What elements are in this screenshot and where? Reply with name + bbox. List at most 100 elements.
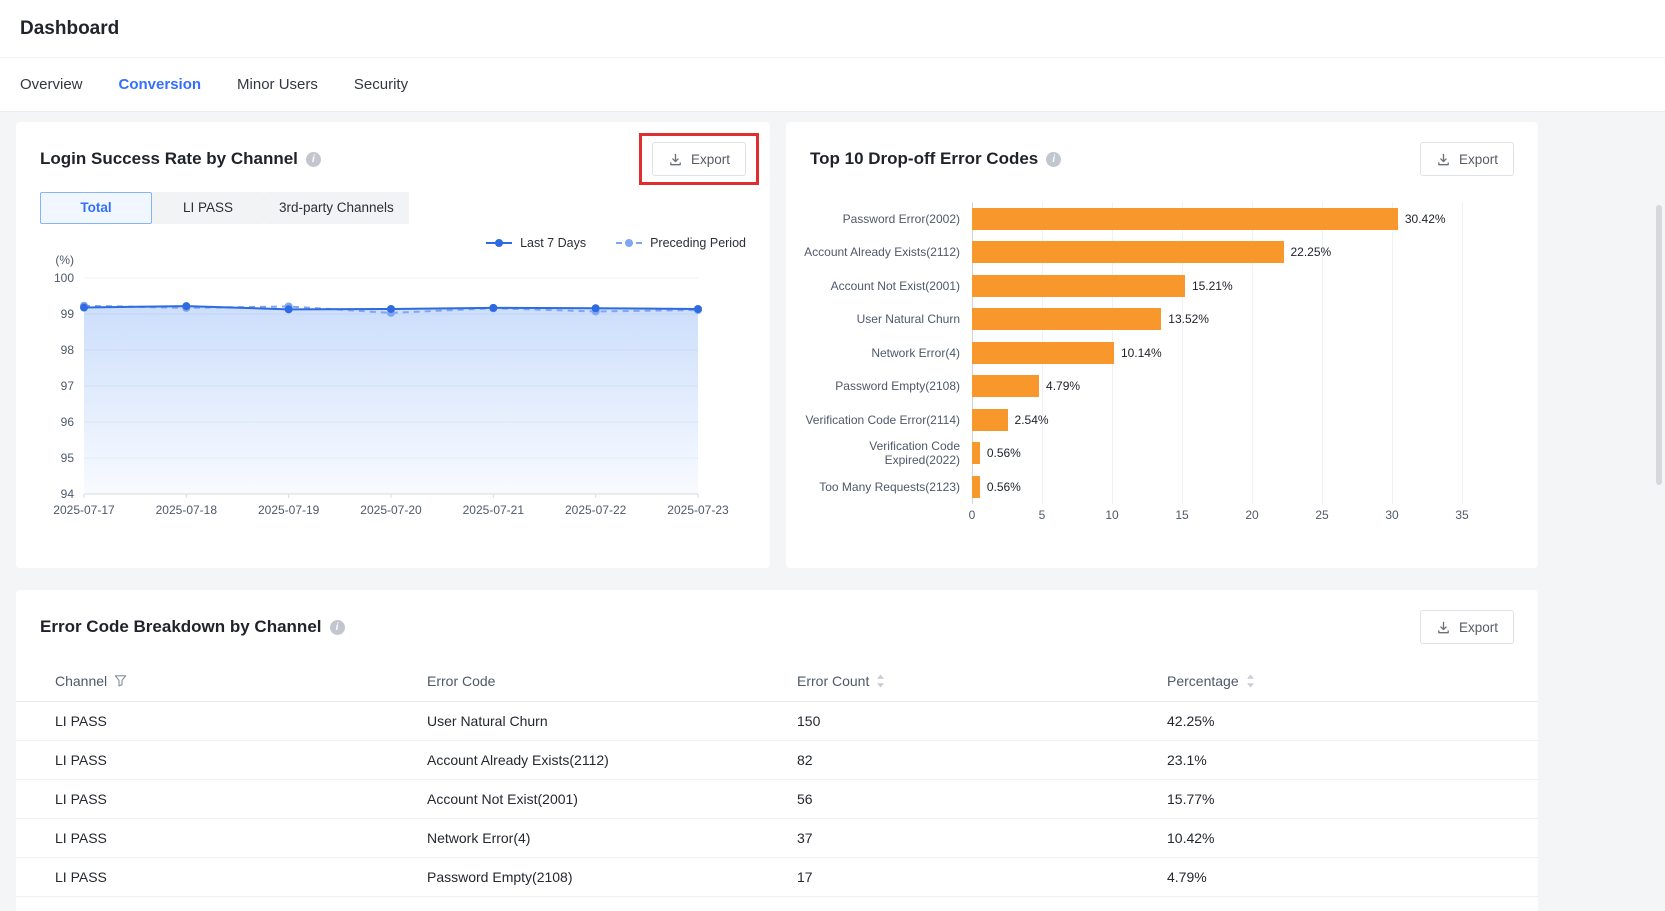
cell-error-code: Account Not Exist(2001) [427, 791, 578, 807]
svg-text:94: 94 [61, 487, 75, 501]
bar-value-label: 0.56% [986, 479, 1021, 494]
bar-value-label: 13.52% [1168, 312, 1209, 327]
segment-li-pass[interactable]: LI PASS [152, 192, 264, 224]
bar-category-label: Account Not Exist(2001) [830, 278, 960, 293]
export-button-label: Export [690, 151, 730, 167]
svg-text:2025-07-22: 2025-07-22 [565, 503, 627, 517]
tab-overview[interactable]: Overview [20, 76, 83, 93]
cell-error-count: 82 [797, 752, 813, 768]
cell-error-code: User Natural Churn [427, 713, 548, 729]
table-row: LI PASS Account Already Exists(2112) 82 23.… [16, 741, 1538, 780]
export-button-label: Export [1458, 619, 1498, 635]
bar [972, 408, 1008, 431]
info-icon[interactable]: i [305, 151, 321, 167]
download-icon [668, 152, 683, 167]
line-chart-svg: (%) 100 99 98 97 96 95 94 2025-07-17 2025-07-18 20… [53, 253, 729, 517]
svg-text:95: 95 [61, 451, 75, 465]
breakdown-card-title: Error Code Breakdown by Channel [40, 617, 322, 636]
bar-row-account-already-exists-2112: Account Already Exists(2112) 22.25% [802, 236, 1512, 270]
dropoff-export-button[interactable]: Export [1419, 142, 1514, 176]
line-chart-legend: Last 7 Days Preceding Period [40, 234, 746, 252]
channel-segmented-control: Total LI PASS 3rd-party Channels [40, 192, 770, 224]
bar-value-label: 22.25% [1290, 245, 1332, 260]
svg-text:98: 98 [61, 343, 75, 357]
column-header-label: Error Code [427, 672, 496, 689]
info-icon[interactable]: i [329, 619, 345, 635]
tab-conversion[interactable]: Conversion [118, 76, 202, 93]
tab-security[interactable]: Security [353, 76, 409, 93]
breakdown-export-button[interactable]: Export [1419, 610, 1514, 644]
cell-channel: LI PASS [55, 713, 107, 729]
svg-text:2025-07-21: 2025-07-21 [463, 503, 525, 517]
bar [972, 375, 1040, 398]
legend-item-preceding-period[interactable]: Preceding Period [616, 234, 746, 252]
info-icon[interactable]: i [1046, 151, 1062, 167]
cell-error-code: Account Already Exists(2112) [427, 752, 609, 768]
sort-icon[interactable] [876, 674, 885, 688]
login-export-button[interactable]: Export [651, 142, 746, 176]
x-tick-label: 30 [1385, 507, 1399, 522]
bar-category-label: Account Already Exists(2112) [804, 245, 960, 260]
x-tick-label: 0 [968, 507, 976, 522]
cell-percentage: 10.42% [1167, 830, 1215, 846]
bar-row-password-empty-2108: Password Empty(2108) 4.79% [802, 370, 1512, 404]
bar-row-verification-code-expired-2022: Verification Code Expired(2022) 0.56% [802, 437, 1512, 471]
bar [972, 274, 1185, 297]
scrollbar-thumb[interactable] [1656, 205, 1662, 485]
legend-label: Preceding Period [650, 236, 746, 250]
legend-item-last-7-days[interactable]: Last 7 Days [486, 234, 586, 252]
bar-row-account-not-exist-2001: Account Not Exist(2001) 15.21% [802, 269, 1512, 303]
cell-percentage: 15.77% [1167, 791, 1215, 807]
export-button-label: Export [1458, 151, 1498, 167]
tab-bar: Overview Conversion Minor Users Security [0, 58, 1665, 112]
login-card-title: Login Success Rate by Channel [40, 149, 298, 168]
table-row: LI PASS Network Error(4) 37 10.42% [16, 819, 1538, 858]
login-success-card: Login Success Rate by Channel i Export [16, 122, 770, 568]
svg-text:99: 99 [61, 307, 75, 321]
table-row: LI PASS Account Not Exist(2001) 56 15.77% [16, 780, 1538, 819]
cell-percentage: 42.25% [1167, 713, 1215, 729]
page-header: Dashboard [0, 0, 1665, 58]
legend-label: Last 7 Days [520, 236, 587, 250]
column-header-channel: Channel [55, 673, 427, 689]
cell-error-count: 37 [797, 830, 813, 846]
sort-icon[interactable] [1246, 674, 1255, 688]
column-header-label: Percentage [1167, 672, 1239, 689]
svg-text:2025-07-20: 2025-07-20 [360, 503, 422, 517]
page-title: Dashboard [20, 17, 120, 39]
bar [972, 442, 980, 465]
bar-category-label: Verification Code Expired(2022) [869, 439, 960, 468]
svg-text:(%): (%) [55, 254, 74, 267]
dropoff-bar-chart: Password Error(2002) 30.42% Account Alread… [802, 202, 1512, 528]
download-icon [1436, 620, 1451, 635]
login-success-line-chart: (%) 100 99 98 97 96 95 94 2025-07-17 2025-07-18 20… [16, 252, 770, 527]
cell-channel: LI PASS [55, 752, 107, 768]
segment-total[interactable]: Total [40, 192, 152, 224]
cell-percentage: 23.1% [1167, 752, 1207, 768]
dropoff-card-title: Top 10 Drop-off Error Codes [810, 149, 1039, 168]
bar-category-label: Password Error(2002) [842, 211, 960, 226]
filter-icon[interactable] [114, 674, 127, 687]
cell-channel: LI PASS [55, 830, 107, 846]
bar-value-label: 30.42% [1404, 211, 1446, 226]
x-tick-label: 10 [1105, 507, 1119, 522]
svg-text:2025-07-17: 2025-07-17 [53, 503, 115, 517]
bar-value-label: 2.54% [1014, 412, 1049, 427]
column-header-label: Error Count [797, 672, 870, 689]
cell-error-count: 56 [797, 791, 813, 807]
tab-minor-users[interactable]: Minor Users [237, 76, 318, 93]
x-tick-label: 25 [1315, 507, 1329, 522]
svg-text:96: 96 [61, 415, 75, 429]
bar-value-label: 10.14% [1120, 345, 1162, 360]
bar [972, 241, 1284, 264]
bar-category-label: Network Error(4) [871, 345, 960, 360]
segment-3rd-party-channels[interactable]: 3rd-party Channels [264, 192, 409, 224]
cell-error-count: 150 [797, 713, 821, 729]
x-tick-label: 5 [1038, 507, 1046, 522]
bar [972, 341, 1114, 364]
table-row: LI PASS Password Empty(2108) 17 4.79% [16, 858, 1538, 897]
bar-row-network-error-4: Network Error(4) 10.14% [802, 336, 1512, 370]
bar-category-label: Password Empty(2108) [835, 379, 960, 394]
column-header-label: Channel [55, 672, 108, 689]
legend-marker [616, 239, 643, 247]
